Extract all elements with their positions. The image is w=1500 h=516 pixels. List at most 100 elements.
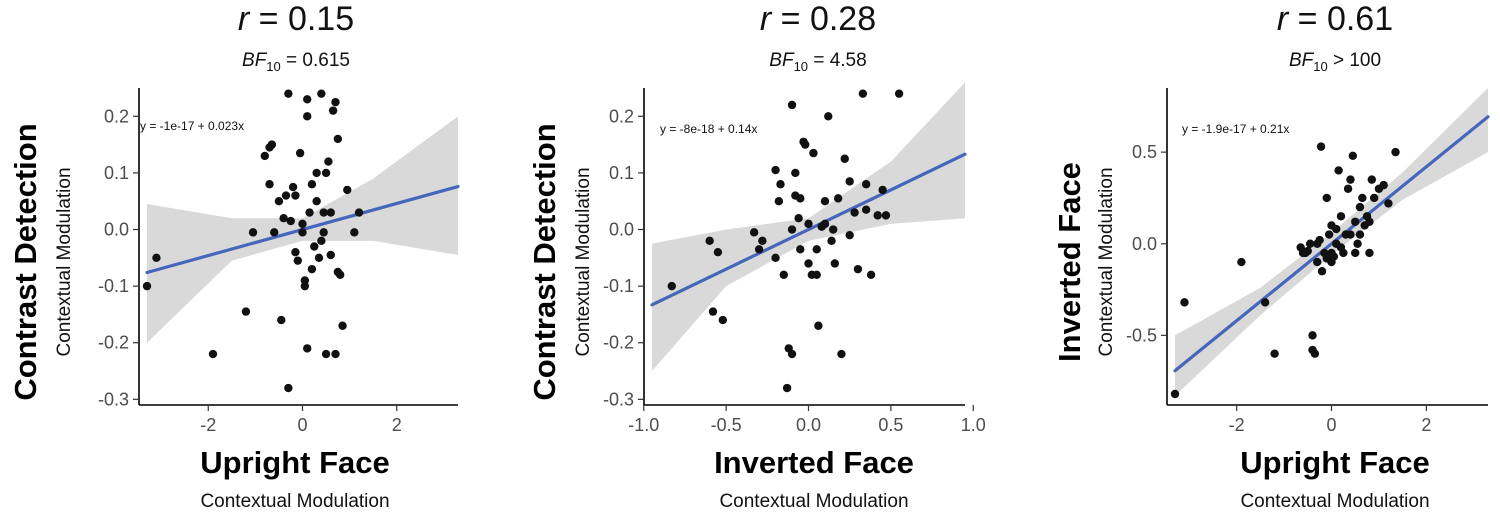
data-point — [284, 89, 293, 98]
data-point — [326, 250, 335, 260]
data-point — [291, 247, 300, 257]
data-point — [1346, 230, 1355, 239]
x-tick-label: -1.0 — [628, 415, 659, 435]
data-point — [771, 253, 780, 263]
data-point — [1260, 298, 1270, 307]
data-point — [804, 219, 813, 229]
data-point — [354, 208, 364, 217]
data-point — [1313, 239, 1322, 248]
data-point — [771, 165, 780, 175]
x-tick-label: 2 — [392, 415, 402, 435]
data-point — [286, 216, 295, 226]
data-point — [1322, 254, 1331, 263]
data-point — [779, 270, 788, 280]
y-tick-label: 0.0 — [609, 220, 634, 240]
data-point — [796, 245, 805, 254]
data-point — [152, 253, 161, 263]
data-point — [881, 211, 891, 220]
x-tick-label: 1.0 — [961, 415, 986, 435]
panel-1-subtitle: BF10 = 0.615 — [242, 50, 350, 74]
data-point — [310, 242, 319, 251]
data-point — [1355, 202, 1365, 212]
panel-3-plot-area: -2 0 2 -0.5 0.0 0.5 y = -1.9e-17 + 0.21x — [1126, 88, 1490, 435]
data-point — [260, 151, 270, 161]
data-point — [858, 89, 868, 98]
data-point — [314, 253, 324, 263]
data-point — [894, 89, 904, 98]
data-point — [319, 228, 328, 237]
panel-3-ylabel: Inverted Face — [1052, 162, 1087, 362]
data-point — [142, 281, 152, 291]
y-tick-label: 0.0 — [1132, 234, 1157, 254]
data-point — [288, 182, 298, 192]
y-tick-label: -0.2 — [98, 333, 129, 353]
panel-2-title: r = 0.28 — [760, 0, 876, 38]
data-point — [1336, 243, 1346, 252]
y-tick-label: -0.3 — [603, 389, 634, 409]
data-point — [303, 344, 312, 353]
data-point — [324, 157, 333, 166]
data-point — [754, 245, 764, 254]
data-point — [1353, 239, 1362, 248]
panel-1-xlabel-sub: Contextual Modulation — [200, 491, 389, 512]
data-point — [861, 205, 871, 214]
data-point — [1308, 331, 1317, 340]
data-point — [303, 95, 312, 104]
data-point — [298, 228, 307, 237]
panel-3-xlabel-sub: Contextual Modulation — [1240, 491, 1429, 512]
data-point — [1316, 142, 1326, 151]
data-point — [804, 259, 813, 268]
data-point — [845, 177, 854, 186]
panel-1-plot-area: -2 0 2 -0.3 -0.2 -0.1 0.0 0.1 0.2 y = -1e-17 + 0.… — [98, 88, 460, 435]
data-point — [850, 208, 859, 217]
data-point — [1346, 175, 1355, 184]
y-tick-label: 0.2 — [609, 106, 634, 126]
data-point — [1367, 175, 1377, 184]
panel-3: r = 0.61 BF10 > 100 Inverted Face Contex… — [1052, 0, 1490, 512]
regression-equation: y = -1.9e-17 + 0.21x — [1182, 122, 1289, 136]
data-point — [1351, 217, 1360, 226]
data-point — [713, 247, 723, 257]
data-point — [718, 315, 728, 325]
data-point — [814, 321, 823, 330]
data-point — [820, 219, 830, 229]
data-point — [1379, 180, 1388, 190]
data-point — [1305, 239, 1315, 248]
y-tick-label: 0.5 — [1132, 142, 1157, 162]
data-point — [331, 97, 340, 107]
data-point — [350, 228, 359, 237]
data-point — [1365, 248, 1374, 258]
data-point — [774, 197, 784, 206]
data-point — [1270, 349, 1279, 358]
panel-2-ylabel: Contrast Detection — [527, 123, 562, 400]
data-point — [326, 208, 335, 217]
panel-3-ylabel-sub: Contextual Modulation — [1096, 167, 1117, 356]
panel-2: r = 0.28 BF10 = 4.58 Contrast Detection … — [527, 0, 986, 512]
data-point — [1313, 257, 1322, 267]
y-tick-label: -0.5 — [1126, 325, 1157, 345]
data-point — [281, 191, 291, 200]
data-point — [265, 180, 274, 189]
panel-3-title: r = 0.61 — [1277, 0, 1393, 38]
data-point — [705, 236, 714, 246]
panel-2-xlabel-sub: Contextual Modulation — [719, 491, 908, 512]
regression-line — [1173, 115, 1490, 373]
data-point — [820, 197, 830, 206]
panel-1-title: r = 0.15 — [238, 0, 354, 38]
data-point — [866, 270, 876, 280]
data-point — [1355, 230, 1365, 239]
data-point — [317, 236, 326, 246]
data-point — [248, 228, 258, 237]
data-point — [307, 264, 317, 274]
y-tick-label: -0.1 — [98, 276, 129, 296]
data-point — [277, 315, 286, 325]
data-point — [749, 228, 759, 237]
data-point — [267, 140, 277, 149]
y-tick-label: 0.0 — [104, 220, 129, 240]
data-point — [1332, 224, 1341, 234]
y-tick-label: -0.3 — [98, 389, 129, 409]
panel-2-ylabel-sub: Contextual Modulation — [573, 167, 594, 356]
data-point — [312, 168, 321, 178]
x-tick-label: 2 — [1421, 415, 1431, 435]
